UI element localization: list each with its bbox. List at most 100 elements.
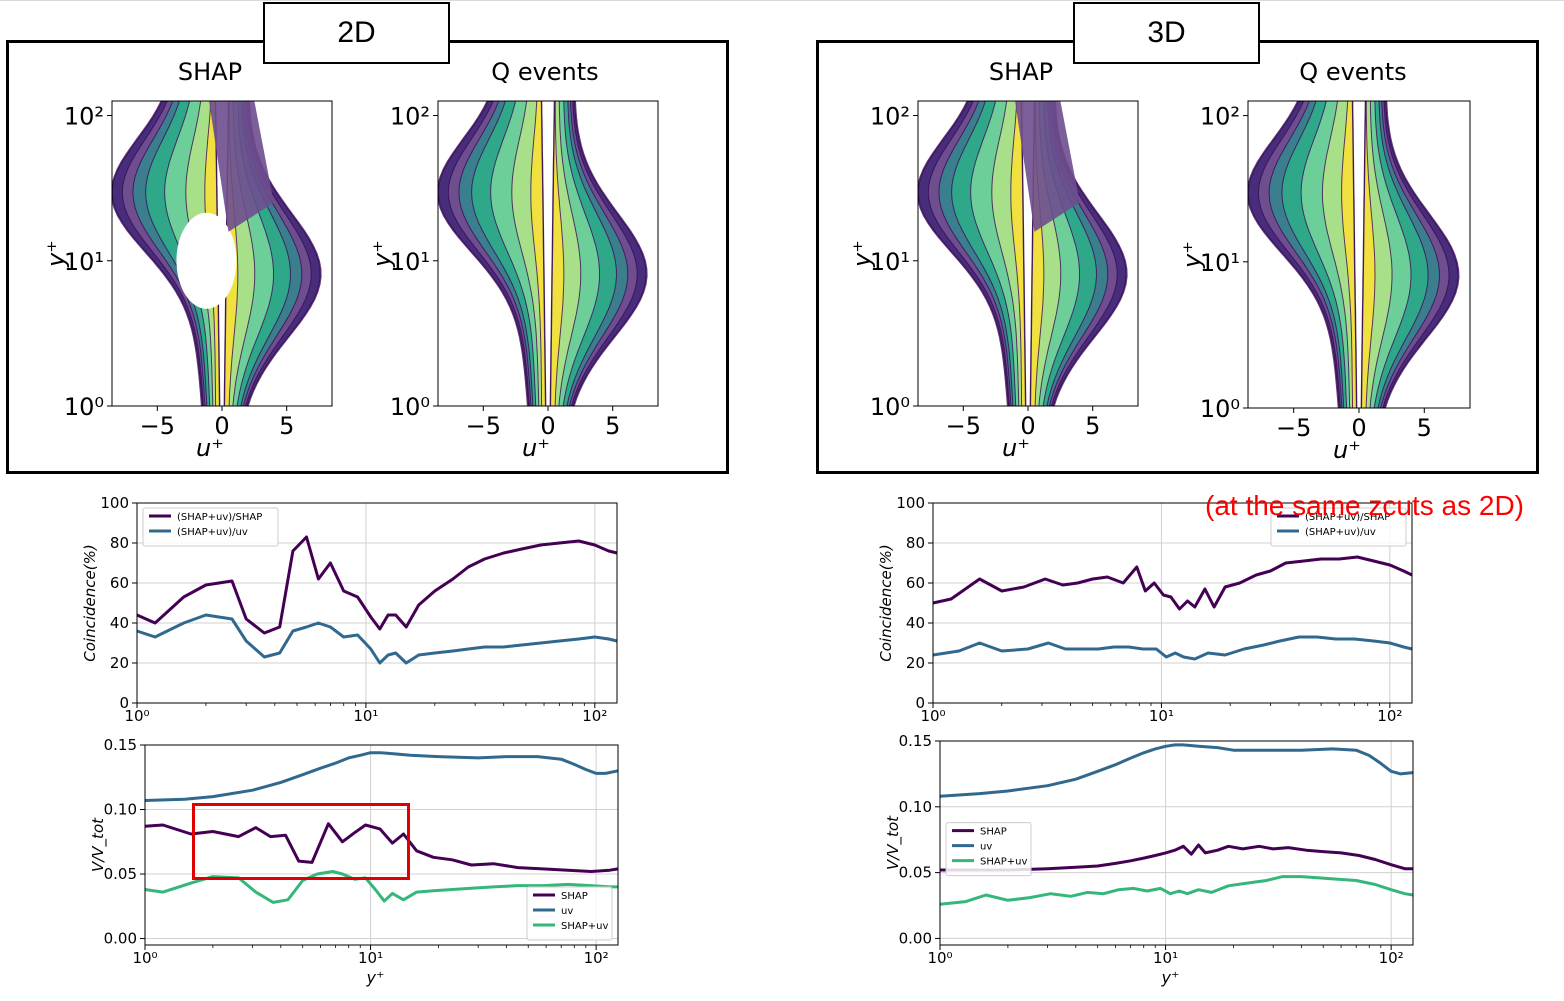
2d-volume-ytick-label: 0.15 bbox=[104, 736, 137, 754]
3d-shap-contour-level-6-neg bbox=[1010, 101, 1026, 406]
2d-q-contour-xtick-label: 0 bbox=[540, 412, 555, 440]
2d-volume-series-1 bbox=[144, 751, 619, 802]
3d-shap-contour-ytick-label: 10¹ bbox=[870, 248, 910, 276]
3d-volume-series-1 bbox=[939, 743, 1414, 798]
3d-coincidence-ytick-label: 60 bbox=[906, 574, 925, 592]
2d-q-contour-xtick-label: 5 bbox=[605, 412, 620, 440]
3d-volume-ytick-label: 0.10 bbox=[899, 798, 932, 816]
2d-volume-series-2 bbox=[144, 870, 618, 904]
3d-shap-contour-ytick-label: 10² bbox=[870, 103, 910, 131]
2d-shap-contour-xtick-label: 0 bbox=[214, 412, 229, 440]
3d-q-contour-level-6-pos bbox=[1361, 101, 1376, 408]
3d-volume-ytick-label: 0.00 bbox=[899, 929, 932, 947]
3d-coincidence-xtick-label: 10¹ bbox=[1149, 707, 1174, 725]
3d-shap-contour-xtick-label: 5 bbox=[1085, 412, 1100, 440]
2d-q-contour-title: Q events bbox=[491, 58, 598, 86]
2d-q-contour-ytick-label: 10¹ bbox=[390, 248, 430, 276]
2d-volume-xtick-label: 10¹ bbox=[358, 949, 383, 967]
2d-shap-contour-title: SHAP bbox=[178, 58, 242, 86]
2d-coincidence-frame bbox=[136, 502, 618, 704]
3d-volume-ytick-label: 0.05 bbox=[899, 864, 932, 882]
3d-shap-contour-ylabel: y⁺ bbox=[848, 240, 876, 268]
2d-shap-contour-core bbox=[209, 101, 274, 232]
3d-volume-ylabel: V/V_tot bbox=[884, 815, 903, 870]
2d-coincidence-legend: (SHAP+uv)/SHAP (SHAP+uv)/uv bbox=[142, 507, 279, 547]
3d-coincidence-legend: (SHAP+uv)/SHAP (SHAP+uv)/uv bbox=[1270, 507, 1407, 547]
2d-coincidence-ylabel: Coincidence(%) bbox=[81, 544, 99, 661]
2d-shap-contour-xtick-label: 5 bbox=[279, 412, 294, 440]
3d-q-contour: −5 0 5 10⁰ 10¹ 10² Q events u⁺ y⁺ bbox=[1178, 58, 1471, 464]
3d-volume-legend-label-2: SHAP+uv bbox=[980, 857, 1027, 868]
3d-shap-contour-xlabel: u⁺ bbox=[1002, 434, 1030, 462]
2d-coincidence-series-0 bbox=[136, 535, 618, 635]
2d-shap-contour: −5 0 5 10⁰ 10¹ 10² SHAP u⁺ y⁺ bbox=[42, 58, 333, 462]
3d-q-contour-xlabel: u⁺ bbox=[1333, 436, 1361, 464]
3d-q-contour-ytick-label: 10⁰ bbox=[1200, 395, 1240, 423]
2d-coincidence-series-1 bbox=[136, 613, 618, 665]
2d-shap-contour-xtick-label: −5 bbox=[140, 412, 175, 440]
2d-q-contour-level-6-pos bbox=[550, 101, 565, 406]
3d-volume: 10⁰ 10¹ 10² 0.00 0.05 0.10 0.15 y⁺ V/V_tot SHAP uv… bbox=[884, 732, 1414, 987]
3d-volume-xtick-label: 10² bbox=[1379, 949, 1404, 967]
2d-coincidence-xtick-label: 10⁰ bbox=[124, 707, 149, 725]
3d-volume-xlabel: y⁺ bbox=[1161, 968, 1180, 987]
3d-volume-xtick-label: 10⁰ bbox=[927, 949, 952, 967]
3d-volume-legend-label-1: uv bbox=[980, 842, 992, 853]
2d-coincidence-ytick-label: 20 bbox=[110, 654, 129, 672]
3d-volume-frame bbox=[939, 740, 1414, 946]
2d-volume-xtick-label: 10² bbox=[584, 949, 609, 967]
3d-volume-xtick-label: 10¹ bbox=[1153, 949, 1178, 967]
3d-shap-contour-xtick-label: 0 bbox=[1020, 412, 1035, 440]
2d-volume-ytick-label: 0.05 bbox=[104, 865, 137, 883]
3d-volume-series-2 bbox=[939, 875, 1414, 906]
2d-coincidence-ytick-label: 40 bbox=[110, 614, 129, 632]
2d-volume-ylabel: V/V_tot bbox=[89, 817, 108, 872]
2d-q-contour-xtick-label: −5 bbox=[466, 412, 501, 440]
3d-coincidence-ylabel: Coincidence(%) bbox=[877, 544, 895, 661]
2d-q-contour-ytick-label: 10² bbox=[390, 103, 430, 131]
3d-q-contour-xtick-label: 0 bbox=[1351, 414, 1366, 442]
3d-coincidence-legend-label-0: (SHAP+uv)/SHAP bbox=[1305, 512, 1390, 523]
3d-q-contour-ytick-label: 10² bbox=[1200, 103, 1240, 131]
2d-shap-contour-fill bbox=[112, 101, 322, 406]
3d-q-contour-xtick-label: 5 bbox=[1417, 414, 1432, 442]
3d-coincidence-legend-box bbox=[1270, 507, 1407, 547]
3d-volume-legend-label-0: SHAP bbox=[980, 827, 1007, 838]
2d-shap-contour-gap bbox=[176, 212, 237, 309]
2d-shap-contour-ytick-label: 10² bbox=[64, 103, 104, 131]
2d-coincidence-ytick-label: 60 bbox=[110, 574, 129, 592]
2d-q-contour-ylabel: y⁺ bbox=[368, 240, 396, 268]
2d-q-contour-xlabel: u⁺ bbox=[522, 434, 550, 462]
3d-coincidence-ytick-label: 40 bbox=[906, 614, 925, 632]
2d-volume-legend: SHAP uv SHAP+uv bbox=[526, 886, 613, 941]
3d-q-contour-fill bbox=[1248, 101, 1460, 408]
3d-shap-contour-ytick-label: 10⁰ bbox=[870, 393, 910, 421]
2d-volume-xlabel: y⁺ bbox=[366, 968, 385, 987]
2d-coincidence-legend-label-0: (SHAP+uv)/SHAP bbox=[177, 512, 262, 523]
2d-coincidence-legend-box bbox=[142, 507, 279, 547]
3d-coincidence-series-0 bbox=[932, 555, 1413, 611]
2d-volume-frame bbox=[144, 744, 619, 946]
3d-coincidence-series-1 bbox=[932, 635, 1413, 661]
2d-shap-contour-ytick-label: 10¹ bbox=[64, 248, 104, 276]
3d-volume-ytick-label: 0.15 bbox=[899, 732, 932, 750]
zcuts-note: (at the same zcuts as 2D) bbox=[1205, 490, 1525, 521]
2d-volume-series-0 bbox=[144, 822, 619, 873]
2d-coincidence-ytick-label: 0 bbox=[119, 694, 129, 712]
2d-shap-contour-xlabel: u⁺ bbox=[196, 434, 224, 462]
3d-coincidence-legend-label-1: (SHAP+uv)/uv bbox=[1305, 527, 1376, 538]
3d-shap-contour-core bbox=[1015, 101, 1080, 232]
2d-shap-contour-ylabel: y⁺ bbox=[42, 240, 70, 268]
3d-coincidence-xtick-label: 10⁰ bbox=[920, 707, 945, 725]
2d-volume-xtick-label: 10⁰ bbox=[132, 949, 157, 967]
3d-q-contour-title: Q events bbox=[1299, 58, 1406, 86]
3d-shap-contour: −5 0 5 10⁰ 10¹ 10² SHAP u⁺ y⁺ bbox=[848, 58, 1139, 462]
3d-coincidence: 10⁰ 10¹ 10² 0 20 40 60 80 100 Coincidence(%) (SHAP… bbox=[877, 494, 1413, 725]
3d-coincidence-ytick-label: 100 bbox=[896, 494, 925, 512]
3d-q-contour-ytick-label: 10¹ bbox=[1200, 249, 1240, 277]
panel-3d-label: 3D bbox=[1073, 2, 1260, 64]
panel-2d-label: 2D bbox=[263, 2, 450, 64]
3d-shap-contour-xtick-label: −5 bbox=[946, 412, 981, 440]
2d-volume-legend-label-2: SHAP+uv bbox=[561, 921, 608, 932]
